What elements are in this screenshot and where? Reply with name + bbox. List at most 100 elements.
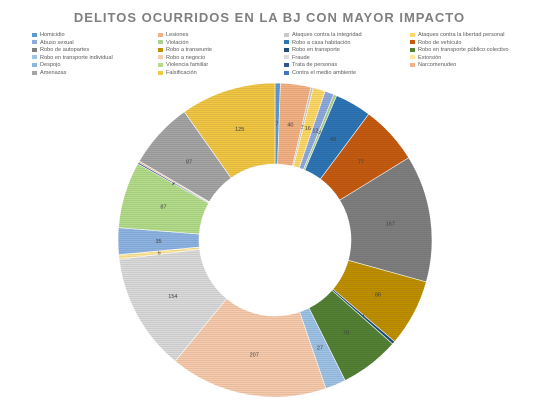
legend-swatch <box>32 32 37 37</box>
slice-texture <box>292 87 314 167</box>
legend-label: Contra el medio ambiente <box>292 70 357 76</box>
legend-swatch <box>158 47 163 52</box>
legend-item: Robo en transporte <box>284 47 340 53</box>
legend-item: Robo de vehículo <box>410 40 462 46</box>
legend-item: Trata de personas <box>284 62 337 68</box>
legend-item: Robo a casa habitación <box>284 40 350 46</box>
legend-label: Robo a negocio <box>166 54 206 61</box>
legend-swatch <box>158 55 163 60</box>
legend-swatch <box>158 40 163 45</box>
legend-swatch <box>410 40 415 45</box>
legend-item: Fraude <box>284 55 310 61</box>
legend-swatch <box>284 32 289 37</box>
slice-texture <box>299 308 346 389</box>
legend-item: Robo a transeunte <box>158 47 212 53</box>
slice-texture <box>138 161 210 203</box>
legend-item: Robo en transporte público colectivo <box>410 47 509 53</box>
legend-item: Narcomenudeo <box>410 62 456 68</box>
legend-label: Violación <box>166 39 189 46</box>
slice-texture <box>275 83 281 165</box>
slice-value-label: 48 <box>330 137 336 143</box>
slice-texture <box>119 249 227 362</box>
legend-label: Amenazas <box>40 70 67 76</box>
legend-label: Ataques contra la integridad <box>292 32 362 38</box>
legend-swatch <box>410 47 415 52</box>
slice-value-label: 6 <box>158 251 161 257</box>
slice-value-label: 3 <box>301 125 304 131</box>
slice-value-label: 154 <box>168 294 177 300</box>
slice-value-label: 4 <box>362 314 365 320</box>
slice-value-label: 4 <box>318 130 321 136</box>
legend-item: Ataques contra la libertad personal <box>410 32 504 38</box>
slice-value-label: 78 <box>343 330 349 336</box>
slice-texture <box>293 87 326 168</box>
slice-value-label: 88 <box>375 293 381 299</box>
legend-label: Narcomenudeo <box>418 62 457 69</box>
slice-texture <box>118 247 200 260</box>
legend-item: Robo en transporte individual <box>32 55 113 61</box>
slice-texture <box>139 111 232 202</box>
legend-item: Ataques contra la integridad <box>284 32 362 38</box>
legend-item: Despojo <box>32 62 61 68</box>
legend-swatch <box>158 62 163 67</box>
legend-swatch <box>32 40 37 45</box>
legend-swatch <box>410 32 415 37</box>
slice-value-label: 77 <box>358 159 364 165</box>
slice-value-label: 27 <box>317 345 323 351</box>
legend-swatch <box>284 70 289 75</box>
legend-label: Robo a transeunte <box>166 47 213 54</box>
slice-texture <box>339 157 432 283</box>
slice-texture <box>303 94 337 171</box>
legend-item: Falsificación <box>158 70 197 76</box>
slice-value-label: 87 <box>186 159 192 165</box>
legend-label: Robo en transporte público colectivo <box>418 47 509 54</box>
legend-swatch <box>32 62 37 67</box>
slice-texture <box>331 289 395 344</box>
slice-texture <box>299 91 334 170</box>
slice-value-label: 7 <box>275 122 278 128</box>
legend-swatch <box>158 32 163 37</box>
slice-value-label: 12 <box>312 129 318 135</box>
legend-item: Homicidio <box>32 32 65 38</box>
slice-texture <box>175 298 326 397</box>
legend-label: Robo a casa habitación <box>292 39 351 46</box>
legend-item: Robo a negocio <box>158 55 205 61</box>
legend-swatch <box>158 70 163 75</box>
legend-swatch <box>284 47 289 52</box>
legend-swatch <box>32 47 37 52</box>
legend-swatch <box>32 70 37 75</box>
slice-texture <box>184 83 275 178</box>
slice-value-label: 167 <box>386 222 395 228</box>
legend-label: Fraude <box>292 54 310 61</box>
legend-swatch <box>410 62 415 67</box>
chart-title: DELITOS OCURRIDOS EN LA BJ CON MAYOR IMP… <box>73 10 466 25</box>
slice-texture <box>320 114 409 201</box>
slice-texture <box>332 260 427 342</box>
slice-value-label: 35 <box>155 239 161 245</box>
slice-texture <box>304 95 369 180</box>
legend-label: Robo en transporte individual <box>40 54 113 61</box>
legend-item: Lesiones <box>158 32 188 38</box>
legend-label: Extorsión <box>418 54 442 61</box>
slice-value-label: 16 <box>305 126 311 132</box>
slice-value-label: 2 <box>172 180 175 186</box>
slice-texture <box>137 162 209 204</box>
legend-label: Lesiones <box>166 32 189 38</box>
legend-swatch <box>284 40 289 45</box>
legend-swatch <box>32 55 37 60</box>
legend-label: Ataques contra la libertad personal <box>418 32 505 38</box>
legend-item: Contra el medio ambiente <box>284 70 356 76</box>
slice-texture <box>118 227 200 255</box>
slice-value-label: 40 <box>287 123 293 129</box>
legend-label: Robo en transporte <box>292 47 340 54</box>
slice-value-label: 2 <box>172 181 175 187</box>
slice-value-label: 207 <box>250 353 259 359</box>
legend-label: Trata de personas <box>292 62 338 69</box>
legend-label: Robo de autopartes <box>40 47 90 54</box>
legend-item: Extorsión <box>410 55 441 61</box>
legend-item: Violencia familiar <box>158 62 208 68</box>
legend-label: Falsificación <box>166 70 197 76</box>
legend-label: Violencia familiar <box>166 62 209 69</box>
legend-item: Abuso sexual <box>32 40 74 46</box>
